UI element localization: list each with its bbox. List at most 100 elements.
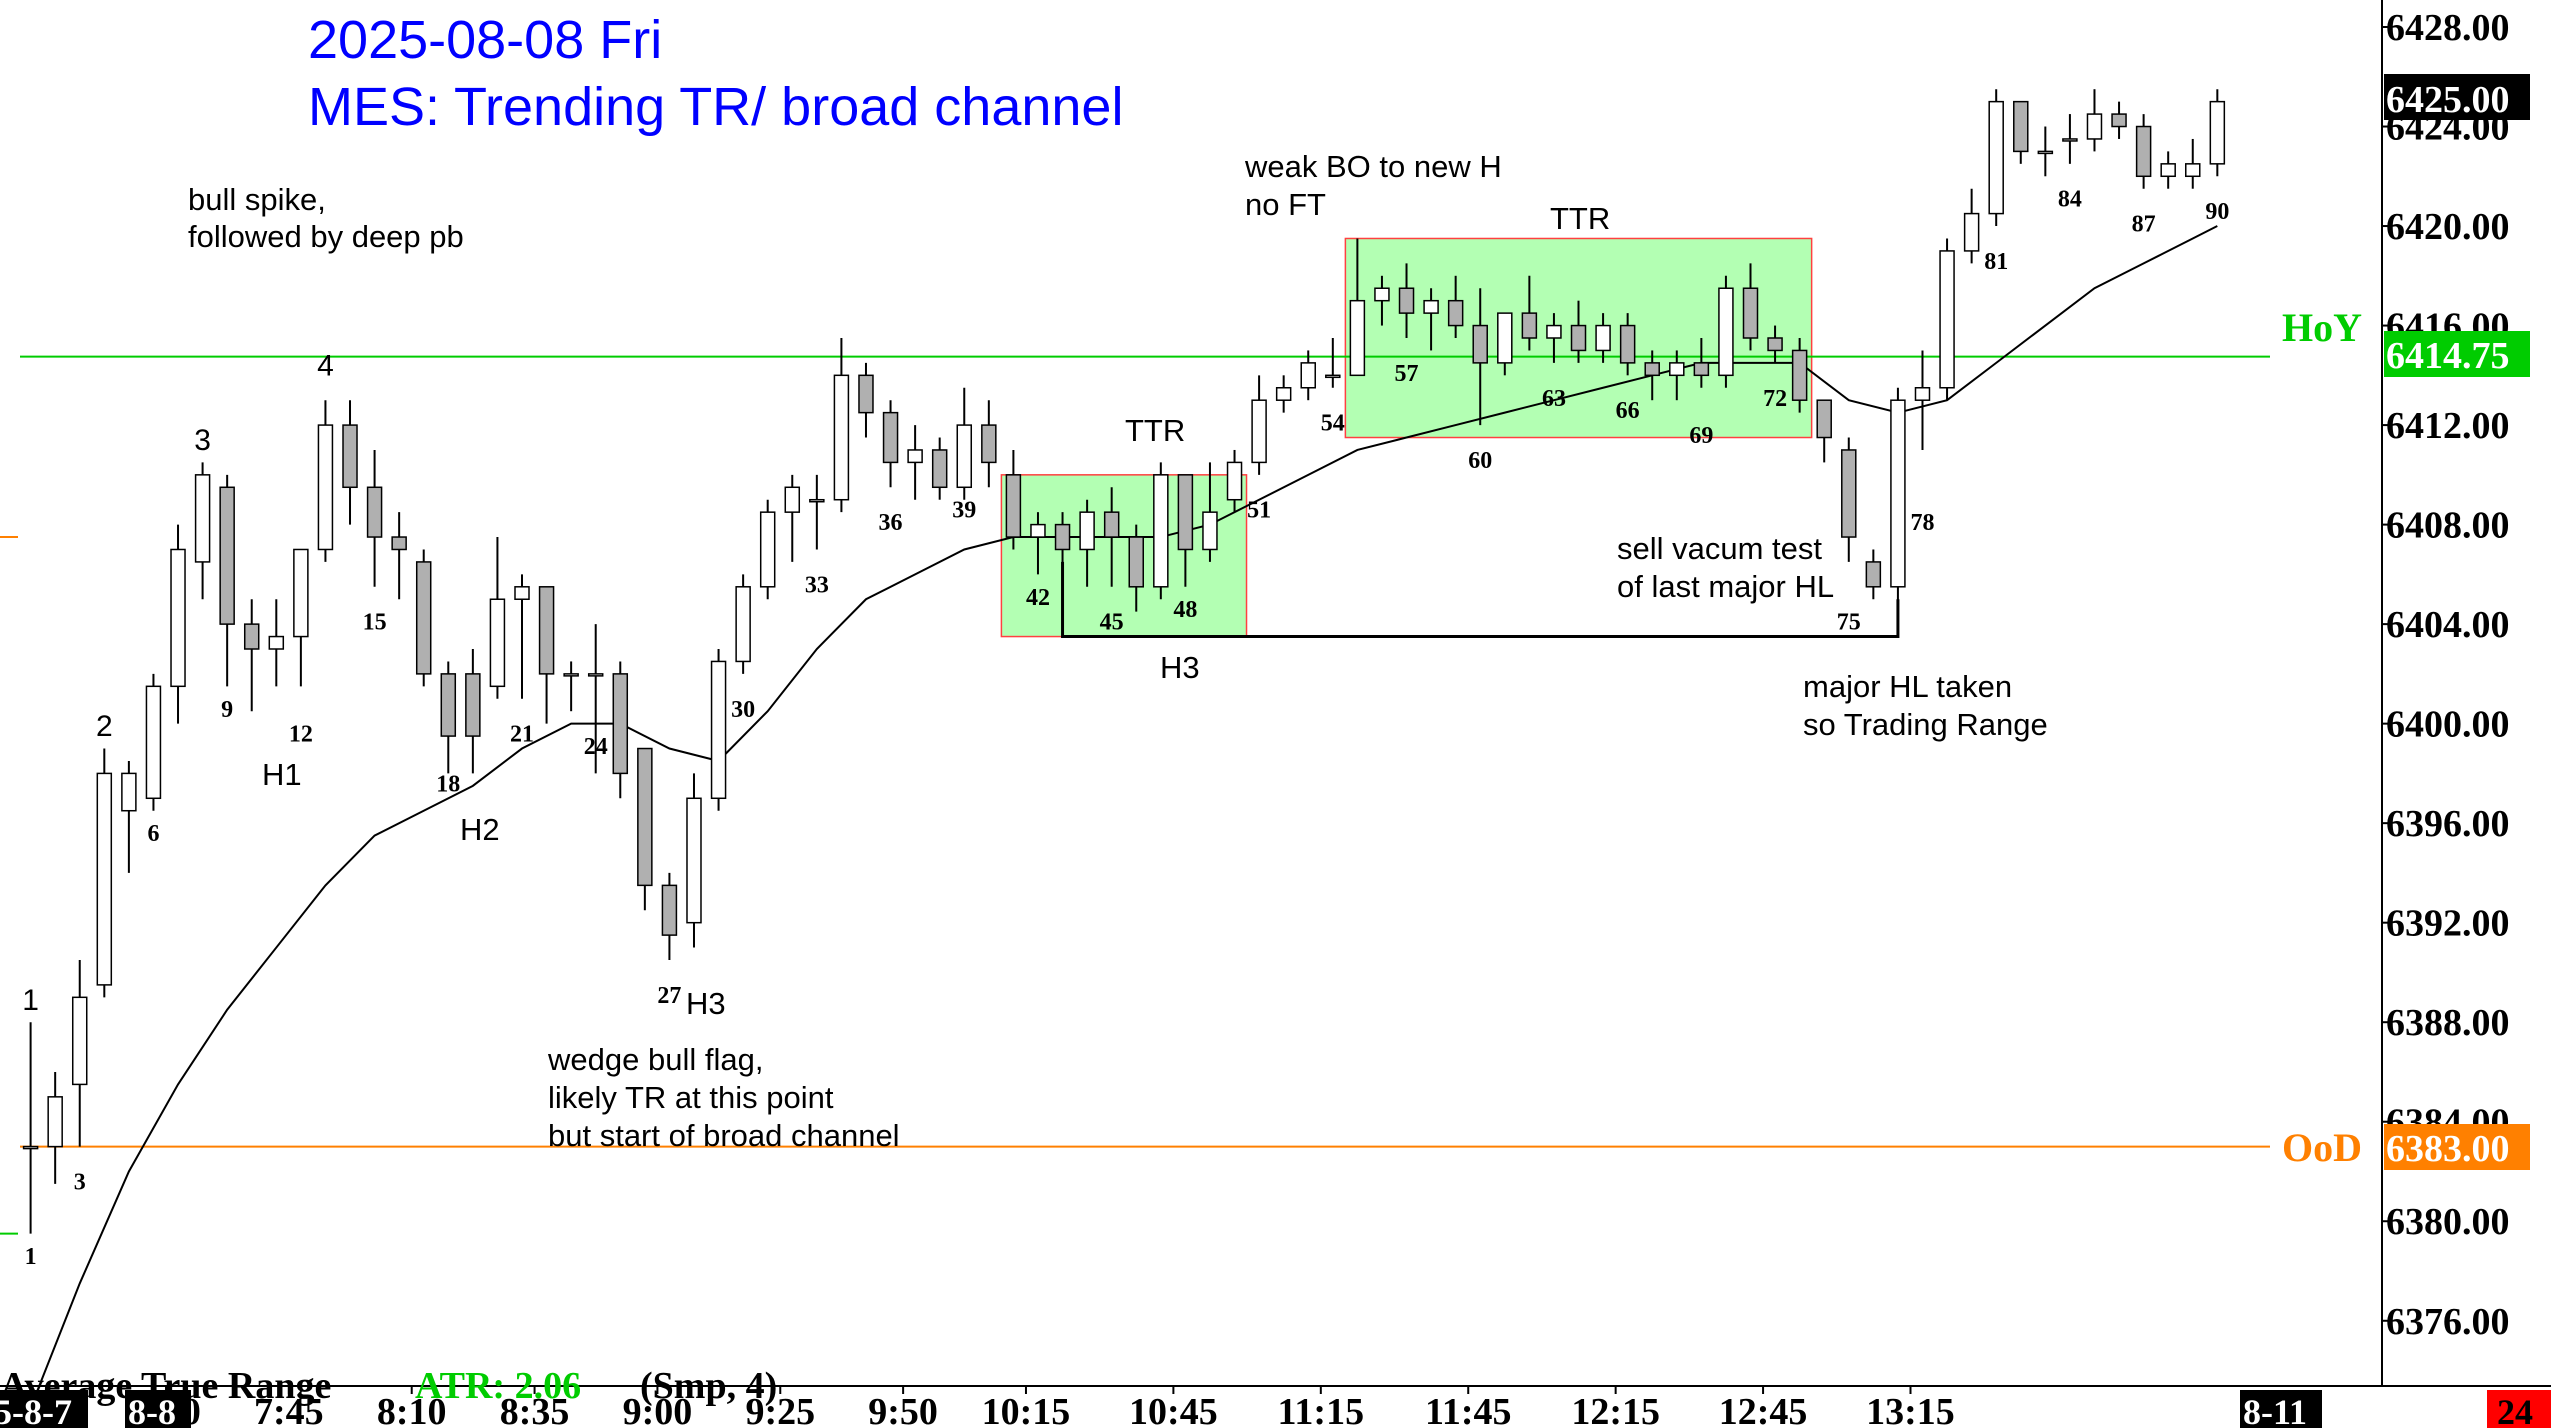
candle-body [1054,523,1071,551]
candle-5 [121,760,137,873]
candle-73 [1791,338,1808,413]
bar-number: 1 [25,1244,37,1270]
candle-body [1398,287,1415,314]
bar-number: 1 [22,984,39,1017]
candle-body [784,486,801,513]
ema-20-line [29,225,2218,1409]
candle-body [342,424,358,489]
candle-18 [440,661,457,774]
annotation-ttr-b: TTR [1550,201,1610,236]
candles [22,89,2226,1234]
candle-89 [2185,138,2201,189]
candle-body [1669,362,1685,377]
end-date: 8-11 [2243,1392,2307,1428]
candle-30 [735,574,751,674]
annotation-wedge-2: likely TR at this point [548,1080,834,1115]
candle-66 [1619,313,1636,376]
candle-77 [1890,387,1906,637]
candle-3 [71,960,88,1147]
candle-52 [1275,375,1292,413]
candle-body [1619,324,1636,364]
annotation-h3-a: H3 [1160,650,1200,685]
bar-number: 39 [952,498,976,524]
bar-number: 36 [879,510,903,536]
candle-50 [1226,449,1243,513]
bar-number: 72 [1763,386,1787,412]
candle-body [858,374,874,414]
candle-64 [1570,300,1587,363]
candle-49 [1202,462,1218,562]
candle-body [1030,523,1046,538]
candle-68 [1669,350,1685,401]
candle-33 [809,474,825,550]
candle-body [1865,561,1882,588]
candle-body [415,561,432,675]
bar-number: 42 [1026,585,1050,611]
candle-body [1570,324,1587,352]
candle-body [1841,449,1857,538]
candle-body [489,598,506,688]
bar-number: 63 [1542,386,1566,412]
candle-53 [1300,350,1316,401]
candle-45 [1103,487,1120,587]
candle-body [2160,163,2176,178]
bar-number: 6 [147,821,159,847]
start-date: 8-8 [128,1392,176,1428]
indicator-value: ATR: 2.06 [415,1365,581,1407]
hoy-tag: HoY 6414.75 [2282,305,2530,377]
candle-16 [391,512,407,600]
price-tick-label: 6408.00 [2386,505,2510,547]
candle-79 [1939,238,1955,401]
annotation-bull-spike: bull spike, [188,182,326,217]
candle-body [440,673,457,737]
candle-body [907,449,923,464]
candle-17 [415,549,432,687]
candle-body [563,673,579,677]
candle-body [2037,150,2054,155]
candle-74 [1816,399,1832,463]
candle-body [145,685,162,800]
candle-71 [1742,263,1759,351]
candle-67 [1644,350,1660,401]
annotation-major-hl-1: major HL taken [1803,669,2012,704]
range-box-1 [1000,474,1248,638]
candle-62 [1521,275,1538,351]
candle-7 [170,524,186,724]
price-tick-label: 6396.00 [2386,803,2510,845]
price-tick-label: 6392.00 [2386,903,2510,945]
candle-body [121,772,137,812]
candle-body [2013,100,2029,153]
bar-number: 9 [221,697,233,723]
candle-body [1177,474,1194,551]
candle-65 [1595,313,1611,363]
candle-body [1423,299,1439,314]
bar-number: 18 [436,771,460,797]
annotation-bull-spike-2: followed by deep pb [188,219,464,254]
time-tick-label: 9:25 [745,1391,815,1428]
last-price: 6425.00 [2386,79,2510,121]
candle-body [612,673,629,775]
candle-body [1103,511,1120,538]
candle-57 [1398,263,1415,338]
candle-39 [956,387,973,500]
candle-47 [1153,462,1169,600]
bar-number: 51 [1247,498,1271,524]
bar-number: 84 [2058,187,2082,213]
bar-number: 2 [96,710,113,743]
candle-34 [833,338,850,513]
annotation-h1: H1 [262,757,302,792]
candle-body [391,536,407,551]
candle-12 [293,548,309,687]
candle-55 [1349,238,1366,377]
left-date: 5-8-7 [0,1392,72,1428]
bar-number: 3 [74,1169,86,1195]
candle-25 [612,661,629,799]
time-tick-label: 8:35 [500,1391,570,1428]
bar-number: 75 [1837,610,1861,636]
time-tick-label: 11:45 [1425,1391,1512,1428]
price-tick-label: 6388.00 [2386,1002,2510,1044]
candle-38 [931,437,948,500]
candle-75 [1841,437,1857,562]
candle-body [2086,113,2103,140]
